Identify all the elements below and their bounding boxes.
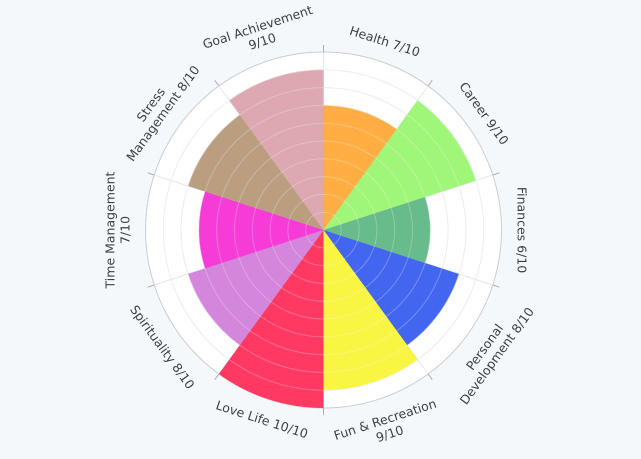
bar-wedge bbox=[188, 230, 324, 346]
category-label: Health 7/10 bbox=[348, 23, 422, 60]
angular-tick bbox=[147, 284, 155, 288]
angular-tick bbox=[214, 80, 220, 87]
category-label: 7/10 bbox=[118, 216, 133, 244]
bar-wedge bbox=[323, 230, 418, 391]
bar-layer bbox=[162, 69, 485, 408]
grid-ring-overlay bbox=[251, 158, 396, 302]
category-label-group: Finances 6/10 bbox=[515, 187, 530, 273]
category-label-group: Health 7/10 bbox=[348, 23, 422, 60]
grid-ring-overlay bbox=[180, 87, 467, 373]
grid-ring-overlay bbox=[305, 211, 342, 249]
category-label: Finances 6/10 bbox=[515, 187, 530, 273]
bar-wedge bbox=[188, 114, 324, 230]
angular-tick bbox=[427, 373, 433, 380]
grid-ring-overlay bbox=[162, 69, 485, 391]
bar-wedge bbox=[323, 100, 476, 230]
bar-wedge bbox=[323, 230, 459, 346]
bar-wedge bbox=[229, 69, 324, 230]
category-label: Time Management bbox=[103, 171, 118, 289]
angular-tick bbox=[492, 172, 500, 176]
grid-ring-overlay bbox=[198, 104, 449, 356]
angular-tick bbox=[147, 172, 155, 176]
grid-ring-overlay bbox=[216, 122, 431, 338]
category-label-group: Time Management 7/10 bbox=[103, 171, 133, 289]
bar-wedge bbox=[218, 230, 324, 408]
bar-wedge bbox=[323, 196, 431, 264]
grid-ring-overlay bbox=[287, 193, 360, 267]
grid-ring-overlay bbox=[234, 140, 413, 320]
grid-ring-overlay bbox=[269, 176, 378, 284]
angular-tick bbox=[427, 80, 433, 87]
angular-tick bbox=[492, 284, 500, 288]
angular-tick bbox=[214, 373, 220, 380]
bar-wedge bbox=[198, 191, 324, 269]
bar-wedge bbox=[323, 105, 397, 230]
